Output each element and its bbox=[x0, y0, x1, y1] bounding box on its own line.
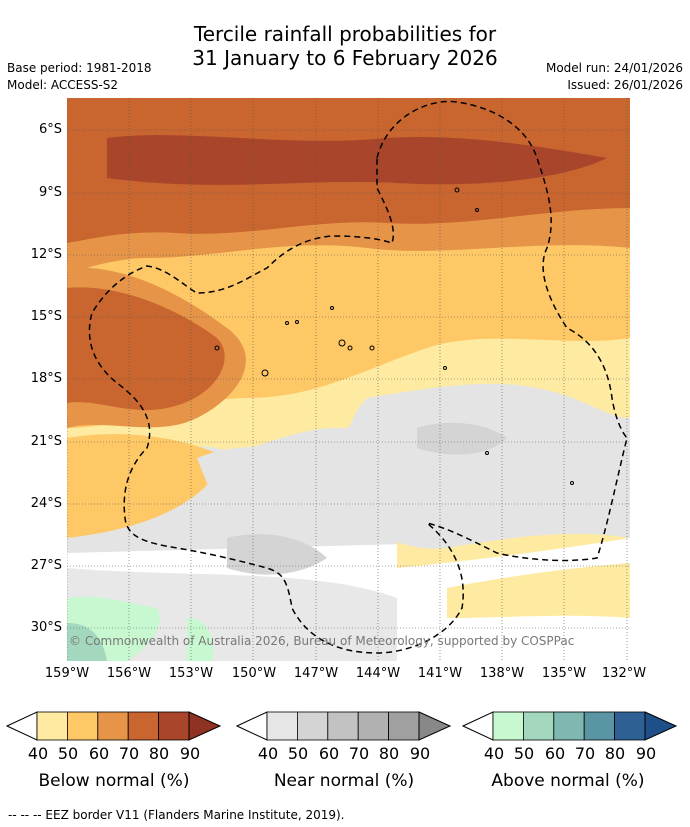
base-period: Base period: 1981-2018 bbox=[7, 61, 152, 75]
below-80-core bbox=[107, 135, 607, 185]
tick-label: 80 bbox=[604, 744, 626, 763]
tick-label: 80 bbox=[148, 744, 170, 763]
graticule bbox=[67, 98, 630, 661]
below-swatch-60 bbox=[97, 711, 129, 741]
colorbar-near bbox=[236, 711, 452, 741]
tick-label: 50 bbox=[513, 744, 535, 763]
lon-label: 147°W bbox=[293, 666, 339, 681]
tick-label: 90 bbox=[409, 744, 431, 763]
near-swatch-60 bbox=[327, 711, 359, 741]
near-swatch-80 bbox=[388, 711, 420, 741]
tick-label: 60 bbox=[88, 744, 110, 763]
lat-label: 27°S bbox=[30, 558, 62, 573]
tick-label: 40 bbox=[483, 744, 505, 763]
above-50-patch bbox=[67, 623, 107, 661]
legend-below-normal bbox=[6, 711, 222, 741]
tick-label: 40 bbox=[27, 744, 49, 763]
colorbar-above bbox=[462, 711, 678, 741]
lon-label: 141°W bbox=[417, 666, 463, 681]
lat-label: 15°S bbox=[30, 309, 62, 324]
model-run: Model run: 24/01/2026 bbox=[545, 61, 683, 75]
probability-map bbox=[67, 98, 630, 661]
below-70-west bbox=[67, 287, 225, 411]
tick-label: 80 bbox=[378, 744, 400, 763]
near-normal-centre bbox=[343, 383, 630, 549]
near-swatch-50 bbox=[297, 711, 329, 741]
near-50-blob bbox=[417, 422, 507, 455]
legend-title-below: Below normal (%) bbox=[38, 771, 190, 791]
tick-label: 50 bbox=[287, 744, 309, 763]
title-line-1: Tercile rainfall probabilities for bbox=[193, 22, 497, 46]
map-title: Tercile rainfall probabilities for 31 Ja… bbox=[0, 22, 690, 70]
near-swatch-70 bbox=[357, 711, 389, 741]
tick-label: 90 bbox=[179, 744, 201, 763]
near-normal-west bbox=[197, 447, 327, 511]
above-swatch-40 bbox=[492, 711, 524, 741]
model-name: Model: ACCESS-S2 bbox=[7, 78, 119, 92]
map-canvas bbox=[67, 98, 630, 661]
lon-label: 150°W bbox=[231, 666, 277, 681]
tick-label: 70 bbox=[348, 744, 370, 763]
lon-label: 159°W bbox=[44, 666, 90, 681]
lat-label: 9°S bbox=[38, 185, 62, 200]
below-swatch-50 bbox=[67, 711, 99, 741]
below-swatch-80 bbox=[158, 711, 190, 741]
lat-label: 6°S bbox=[38, 122, 62, 137]
meta-left: Base period: 1981-2018 Model: ACCESS-S2 bbox=[7, 60, 152, 94]
meta-right: Model run: 24/01/2026 Issued: 26/01/2026 bbox=[546, 60, 683, 94]
below-50-west bbox=[67, 434, 227, 538]
lat-label: 18°S bbox=[30, 371, 62, 386]
lon-label: 138°W bbox=[479, 666, 525, 681]
lon-label: 153°W bbox=[168, 666, 214, 681]
lat-label: 24°S bbox=[30, 496, 62, 511]
legend-above-normal bbox=[462, 711, 678, 741]
lon-label: 135°W bbox=[541, 666, 587, 681]
copyright-note: © Commonwealth of Australia 2026, Bureau… bbox=[69, 634, 575, 648]
lon-label: 132°W bbox=[601, 666, 647, 681]
islands bbox=[214, 187, 574, 485]
lat-label: 21°S bbox=[30, 434, 62, 449]
above-swatch-50 bbox=[523, 711, 555, 741]
tick-label: 70 bbox=[574, 744, 596, 763]
eez-border bbox=[88, 100, 628, 654]
above-40-patch-east bbox=[187, 618, 214, 661]
above-swatch-80 bbox=[614, 711, 646, 741]
above-swatch-70 bbox=[583, 711, 615, 741]
tick-label: 40 bbox=[257, 744, 279, 763]
near-swatch-40 bbox=[266, 711, 298, 741]
tick-label: 50 bbox=[57, 744, 79, 763]
below-swatch-40 bbox=[36, 711, 68, 741]
lon-label: 144°W bbox=[355, 666, 401, 681]
above-swatch-60 bbox=[553, 711, 585, 741]
tick-label: 60 bbox=[318, 744, 340, 763]
lat-label: 30°S bbox=[30, 620, 62, 635]
tick-label: 90 bbox=[635, 744, 657, 763]
below-40-far-south bbox=[447, 563, 630, 618]
tick-label: 60 bbox=[544, 744, 566, 763]
legend-title-near: Near normal (%) bbox=[273, 771, 415, 791]
legend-title-above: Above normal (%) bbox=[491, 771, 645, 791]
lon-label: 156°W bbox=[106, 666, 152, 681]
eez-footnote: -- -- -- EEZ border V11 (Flanders Marine… bbox=[8, 808, 345, 822]
lat-label: 12°S bbox=[30, 247, 62, 262]
tick-label: 70 bbox=[118, 744, 140, 763]
issued-date: Issued: 26/01/2026 bbox=[567, 78, 683, 92]
colorbar-below bbox=[6, 711, 222, 741]
legend-near-normal bbox=[236, 711, 452, 741]
title-line-2: 31 January to 6 February 2026 bbox=[192, 46, 498, 70]
below-swatch-70 bbox=[127, 711, 159, 741]
